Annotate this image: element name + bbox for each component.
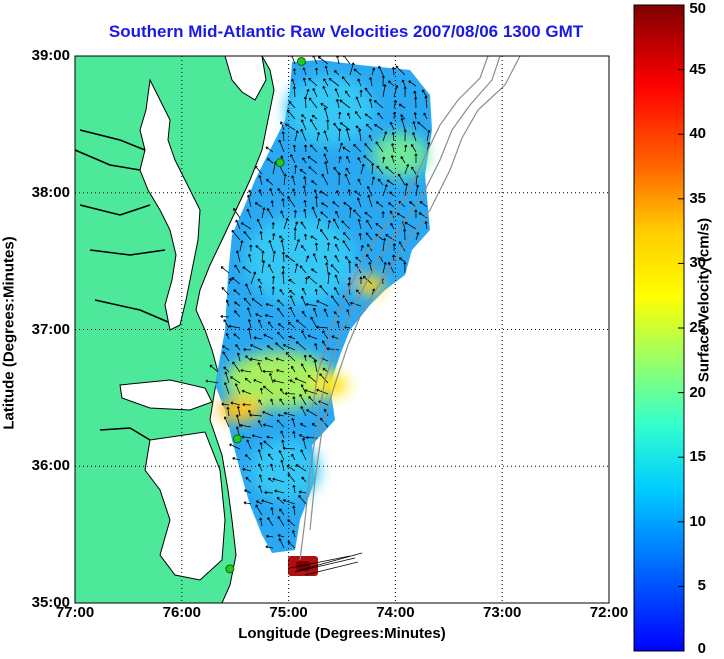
colorbar-tick-label: 40 — [689, 125, 706, 143]
x-tick-label: 77:00 — [55, 604, 95, 621]
colorbar-tick-label: 50 — [689, 0, 706, 17]
chesapeake-bay — [139, 78, 201, 331]
y-tick-label: 38:00 — [31, 183, 70, 201]
colorbar-label: Surface Velocity (cm/s) — [695, 217, 713, 383]
y-tick-label: 35:00 — [31, 594, 70, 611]
radar-station-marker — [275, 158, 285, 168]
delaware-bay — [224, 56, 267, 101]
map-title: Southern Mid-Atlantic Raw Velocities 200… — [108, 22, 584, 41]
y-tick-label: 39:00 — [31, 47, 70, 64]
radar-station-marker — [232, 434, 242, 444]
x-tick-label: 76:00 — [162, 604, 201, 621]
rivers — [75, 129, 169, 441]
x-axis-label: Longitude (Degrees:Minutes) — [238, 625, 446, 642]
colorbar-tick-label: 20 — [689, 383, 706, 401]
x-tick-label: 72:00 — [589, 604, 629, 621]
colorbar-ticks — [678, 4, 684, 652]
radar-station-marker — [225, 564, 235, 574]
radar-stations — [225, 56, 306, 574]
x-tick-label: 74:00 — [376, 604, 415, 621]
colorbar-tick-label: 35 — [689, 189, 706, 207]
colorbar-tick-label: 10 — [689, 512, 706, 530]
plot-frame — [74, 55, 610, 604]
radar-station-marker — [296, 56, 306, 66]
pamlico-sound — [144, 431, 226, 581]
x-tick-label: 75:00 — [269, 604, 308, 621]
colorbar-tick-label: 25 — [689, 319, 706, 336]
y-axis-label: Latitude (Degrees:Minutes) — [0, 236, 18, 430]
colorbar-tick-label: 5 — [697, 577, 706, 595]
y-tick-label: 37:00 — [31, 320, 70, 338]
grid-lines — [75, 56, 609, 603]
colorbar-tick-label: 0 — [697, 640, 706, 657]
colorbar-tick-label: 30 — [689, 254, 706, 272]
velocity-vectors — [205, 56, 431, 576]
x-tick-label: 73:00 — [483, 604, 522, 621]
y-tick-label: 36:00 — [31, 457, 70, 475]
colorbar-tick-label: 15 — [689, 448, 706, 466]
colorbar — [633, 4, 685, 652]
land-mass — [75, 56, 275, 603]
albemarle-sound — [119, 379, 213, 411]
colorbar-tick-label: 45 — [689, 60, 706, 78]
velocity-field — [215, 60, 432, 576]
